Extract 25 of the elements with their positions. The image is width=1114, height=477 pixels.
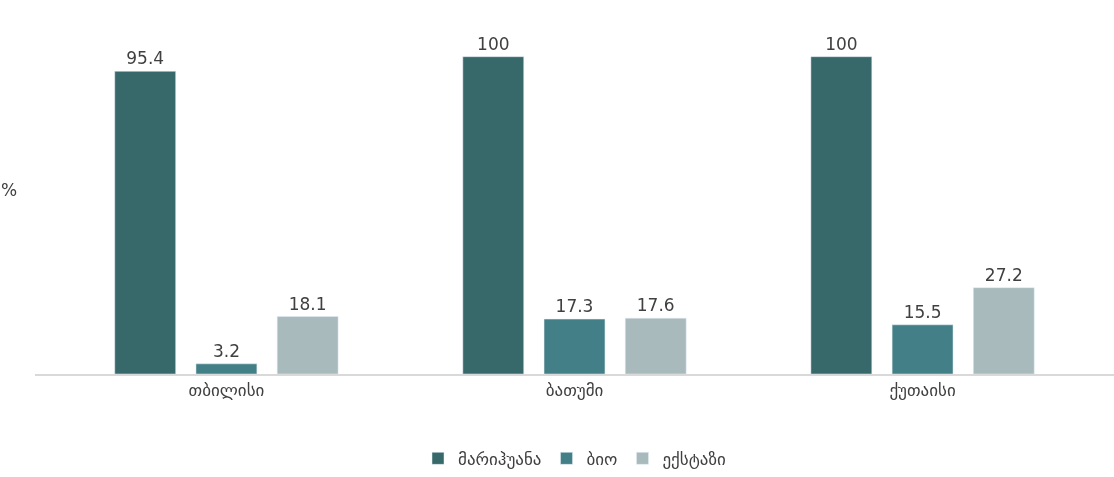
data-label: 15.5 [903, 301, 942, 322]
data-label: 27.2 [984, 264, 1023, 285]
data-label: 100 [825, 33, 858, 54]
data-label: 100 [477, 33, 510, 54]
legend-label: ბიო [586, 448, 618, 469]
data-label: 18.1 [288, 293, 327, 314]
x-tick-label: ბათუმი [545, 380, 604, 401]
data-label: 95.4 [126, 48, 165, 69]
data-label: 17.6 [636, 295, 675, 316]
bar [810, 56, 873, 374]
data-label: 3.2 [212, 340, 240, 361]
bar [114, 71, 176, 374]
legend-label: ექსტაზი [662, 448, 726, 469]
bar [462, 56, 524, 374]
bar [543, 318, 606, 374]
y-axis-title: % [1, 180, 18, 200]
data-label: 17.3 [555, 296, 594, 317]
bar [195, 363, 258, 374]
bar [891, 324, 954, 374]
bar [973, 287, 1035, 374]
bar [276, 316, 339, 374]
legend-label: მარიჰუანა [458, 448, 542, 469]
x-tick-label: ქუთაისი [889, 380, 956, 401]
bar [625, 317, 687, 374]
x-tick-label: თბილისი [188, 380, 265, 401]
